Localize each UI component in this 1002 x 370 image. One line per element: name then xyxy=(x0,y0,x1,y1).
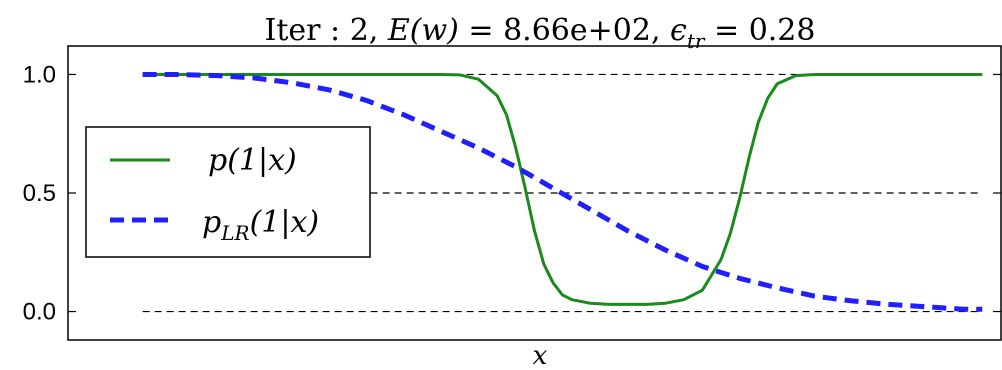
title-eps-value: 0.28 xyxy=(749,13,816,48)
title-energy-label: E(w) xyxy=(387,13,459,48)
title-eps-symbol: ϵ xyxy=(670,13,687,48)
y-tick-label: 0.0 xyxy=(23,299,56,326)
y-tick-label: 1.0 xyxy=(23,61,56,88)
series-line-plr xyxy=(142,72,983,312)
legend-label-p: p(1|x) xyxy=(208,143,297,178)
title-sep2: , xyxy=(651,13,670,48)
legend-label-plr: pLR(1|x) xyxy=(202,205,319,245)
legend: p(1|x) pLR(1|x) xyxy=(85,126,371,258)
series-line-p xyxy=(142,73,983,306)
title-iter-value: 2 xyxy=(350,13,369,48)
title-eq2: = xyxy=(704,13,748,48)
series-layer xyxy=(142,72,983,312)
y-axis-ticks: 0.0 0.5 1.0 xyxy=(23,61,1001,326)
chart-title: Iter : 2, E(w) = 8.66e+02, ϵtr = 0.28 xyxy=(265,13,816,53)
title-iter-label: Iter xyxy=(265,13,322,48)
title-energy-value: 8.66e+02 xyxy=(503,13,651,48)
y-tick-label: 0.5 xyxy=(23,180,56,207)
title-sep: , xyxy=(369,13,388,48)
title-eps-subscript: tr xyxy=(687,29,706,53)
title-eq1: = xyxy=(459,13,503,48)
x-axis-label: x xyxy=(533,341,548,370)
legend-box xyxy=(85,126,371,258)
title-colon: : xyxy=(321,13,350,48)
